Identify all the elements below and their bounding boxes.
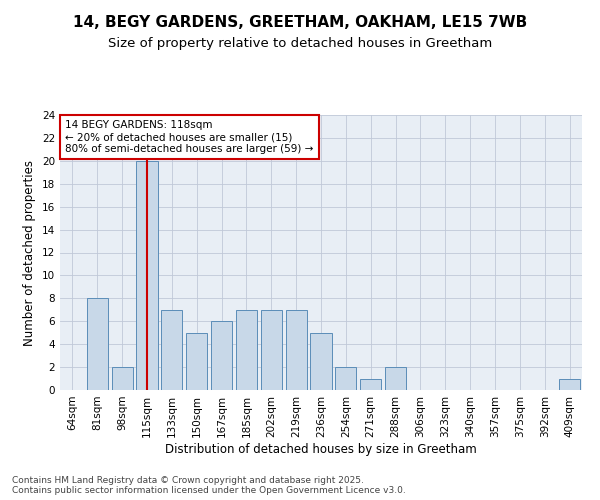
Text: 14, BEGY GARDENS, GREETHAM, OAKHAM, LE15 7WB: 14, BEGY GARDENS, GREETHAM, OAKHAM, LE15… bbox=[73, 15, 527, 30]
Bar bbox=[310, 332, 332, 390]
Text: 14 BEGY GARDENS: 118sqm
← 20% of detached houses are smaller (15)
80% of semi-de: 14 BEGY GARDENS: 118sqm ← 20% of detache… bbox=[65, 120, 314, 154]
Bar bbox=[261, 310, 282, 390]
Bar bbox=[360, 378, 381, 390]
Bar bbox=[136, 161, 158, 390]
Bar bbox=[112, 367, 133, 390]
X-axis label: Distribution of detached houses by size in Greetham: Distribution of detached houses by size … bbox=[165, 442, 477, 456]
Bar bbox=[186, 332, 207, 390]
Bar bbox=[559, 378, 580, 390]
Bar bbox=[335, 367, 356, 390]
Bar bbox=[87, 298, 108, 390]
Bar bbox=[286, 310, 307, 390]
Text: Contains HM Land Registry data © Crown copyright and database right 2025.
Contai: Contains HM Land Registry data © Crown c… bbox=[12, 476, 406, 495]
Y-axis label: Number of detached properties: Number of detached properties bbox=[23, 160, 37, 346]
Text: Size of property relative to detached houses in Greetham: Size of property relative to detached ho… bbox=[108, 38, 492, 51]
Bar bbox=[236, 310, 257, 390]
Bar bbox=[211, 322, 232, 390]
Bar bbox=[161, 310, 182, 390]
Bar bbox=[385, 367, 406, 390]
